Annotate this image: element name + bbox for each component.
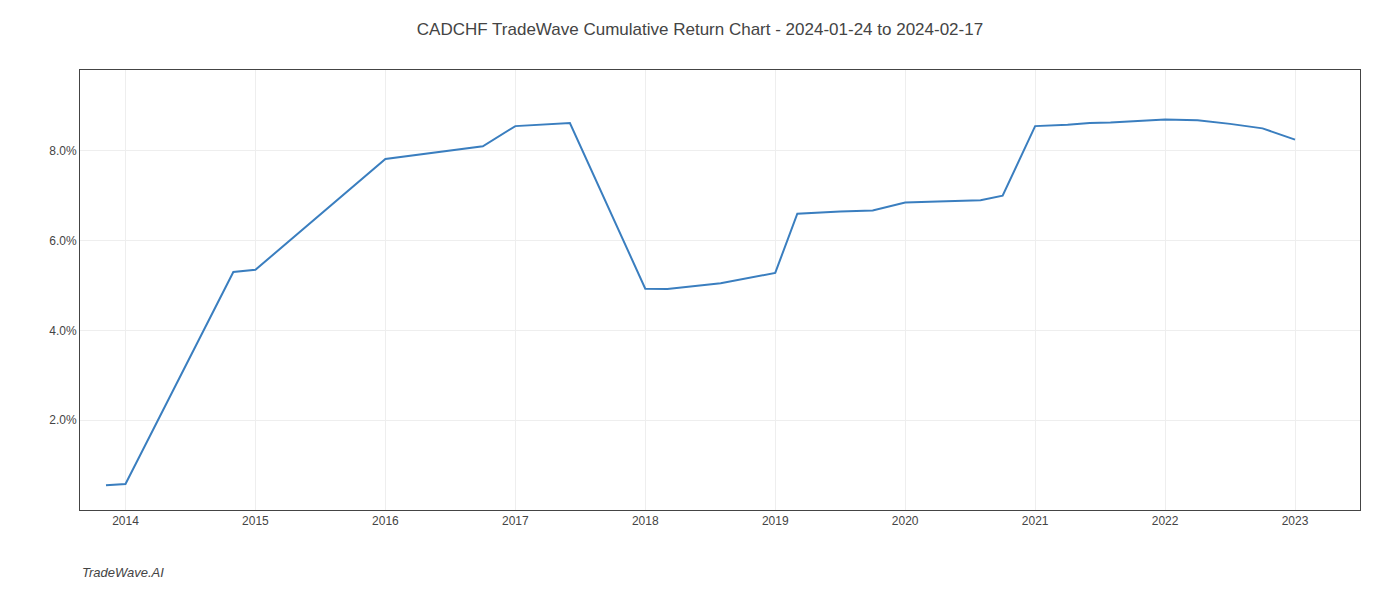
svg-text:2019: 2019 (762, 514, 789, 528)
svg-text:2020: 2020 (892, 514, 919, 528)
svg-text:2017: 2017 (502, 514, 529, 528)
svg-text:2023: 2023 (1282, 514, 1309, 528)
svg-text:2.0%: 2.0% (49, 413, 77, 427)
svg-text:2021: 2021 (1022, 514, 1049, 528)
svg-text:8.0%: 8.0% (49, 144, 77, 158)
svg-text:CADCHF TradeWave Cumulative Re: CADCHF TradeWave Cumulative Return Chart… (417, 20, 983, 39)
svg-text:2022: 2022 (1152, 514, 1179, 528)
svg-text:2018: 2018 (632, 514, 659, 528)
svg-text:2014: 2014 (112, 514, 139, 528)
svg-text:2015: 2015 (242, 514, 269, 528)
svg-text:TradeWave.AI: TradeWave.AI (82, 565, 164, 580)
svg-text:2016: 2016 (372, 514, 399, 528)
svg-text:6.0%: 6.0% (49, 234, 77, 248)
svg-text:4.0%: 4.0% (49, 324, 77, 338)
